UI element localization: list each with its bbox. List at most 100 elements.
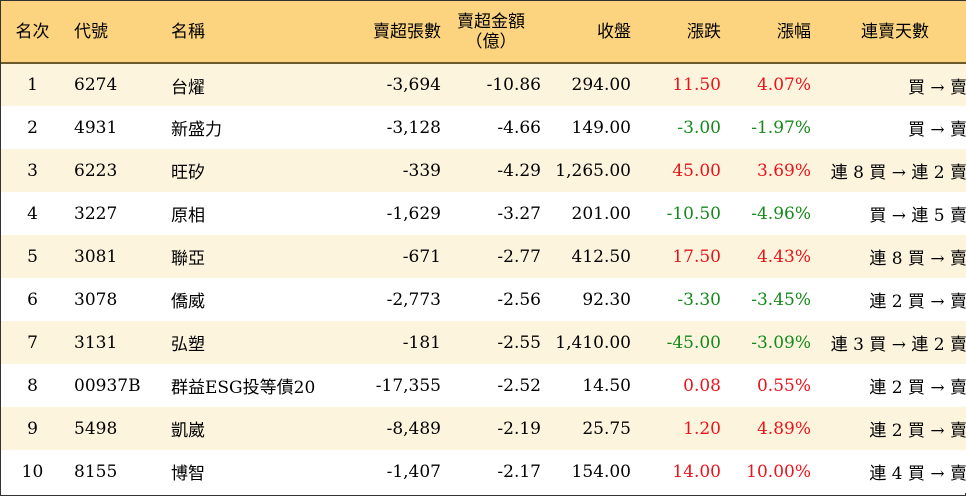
header-code: 代號: [74, 21, 108, 42]
table-row: 8 00937B 群益ESG投等債20 -17,355 -2.52 14.50 0.08 0.…: [1, 364, 966, 407]
change-cell: -3.00: [677, 117, 721, 138]
close-cell: 201.00: [571, 203, 631, 224]
rank-cell: 1: [27, 75, 38, 95]
rank-cell: 5: [27, 246, 38, 267]
name-cell: 台燿: [171, 77, 205, 98]
consecutive-days-cell: 連 2 買 → 賣: [869, 378, 966, 398]
net-sell-amount-cell: -10.86: [486, 75, 541, 95]
name-cell: 原相: [171, 206, 205, 226]
rank-cell: 4: [27, 203, 38, 224]
consecutive-days-cell: 連 8 買 → 賣: [869, 249, 966, 269]
table-row: 7 3131 弘塑 -181 -2.55 1,410.00 -45.00 -3.09% 連 3 …: [1, 321, 966, 364]
header-change: 漲跌: [687, 21, 721, 42]
rank-cell: 3: [27, 160, 38, 181]
change-pct-cell: 3.69%: [756, 160, 811, 181]
table-row: 3 6223 旺矽 -339 -4.29 1,265.00 45.00 3.69% 連 8 買 …: [1, 149, 966, 192]
change-cell: 17.50: [672, 246, 721, 267]
rank-cell: 7: [27, 332, 38, 353]
change-pct-cell: -4.96%: [751, 203, 811, 224]
rank-cell: 9: [27, 418, 38, 439]
net-sell-shares-cell: -3,128: [386, 117, 441, 138]
net-sell-amount-cell: -2.17: [497, 461, 541, 482]
change-cell: -45.00: [666, 332, 721, 353]
header-net-sell-amount-unit: （億）: [465, 31, 517, 52]
name-cell: 群益ESG投等債20: [171, 378, 316, 398]
close-cell: 14.50: [582, 375, 631, 396]
change-pct-cell: 0.55%: [756, 375, 811, 396]
net-sell-amount-cell: -4.29: [497, 160, 541, 181]
code-cell: 3078: [74, 289, 118, 310]
change-cell: 0.08: [683, 375, 721, 396]
net-sell-shares-cell: -2,773: [386, 289, 441, 310]
consecutive-days-cell: 連 2 買 → 賣: [869, 292, 966, 312]
net-sell-amount-cell: -2.77: [497, 246, 541, 267]
consecutive-days-cell: 買 → 賣: [907, 120, 966, 140]
table-body: 1 6274 台燿 -3,694 -10.86 294.00 11.50 4.07% 買 → 賣…: [1, 63, 966, 493]
consecutive-days-cell: 買 → 賣: [907, 77, 966, 98]
code-cell: 6274: [74, 75, 118, 95]
net-sell-amount-cell: -2.55: [497, 332, 541, 353]
rank-cell: 10: [21, 461, 44, 482]
table-row: 2 4931 新盛力 -3,128 -4.66 149.00 -3.00 -1.97% 買 → …: [1, 106, 966, 149]
change-pct-cell: -1.97%: [751, 117, 811, 138]
change-pct-cell: 4.89%: [756, 418, 811, 439]
header-change-pct: 漲幅: [777, 21, 811, 42]
table-header-row: 名次 代號 名稱 賣超張數 賣超金額 （億） 收盤 漲跌 漲幅 連賣天數: [1, 1, 966, 63]
table-row: 6 3078 僑威 -2,773 -2.56 92.30 -3.30 -3.45% 連 2 買 …: [1, 278, 966, 321]
name-cell: 博智: [171, 464, 205, 484]
header-net-sell-amount: 賣超金額 （億）: [441, 1, 541, 63]
code-cell: 4931: [74, 117, 118, 138]
rank-cell: 6: [27, 289, 38, 310]
name-cell: 凱崴: [171, 421, 205, 441]
name-cell: 旺矽: [171, 163, 205, 183]
net-sell-shares-cell: -1,407: [386, 461, 441, 482]
net-sell-amount-cell: -2.19: [497, 418, 541, 439]
header-close: 收盤: [597, 21, 631, 42]
header-name: 名稱: [171, 21, 205, 42]
table-row: 9 5498 凱崴 -8,489 -2.19 25.75 1.20 4.89% 連 2 買 → …: [1, 407, 966, 450]
code-cell: 8155: [74, 461, 118, 482]
rank-cell: 2: [27, 117, 38, 138]
header-consecutive-days: 連賣天數: [861, 21, 929, 42]
code-cell: 3131: [74, 332, 118, 353]
name-cell: 新盛力: [171, 120, 222, 140]
consecutive-days-cell: 買 → 連 5 賣: [869, 206, 966, 226]
net-sell-shares-cell: -181: [402, 332, 441, 353]
close-cell: 25.75: [582, 418, 631, 439]
change-pct-cell: -3.09%: [751, 332, 811, 353]
code-cell: 5498: [74, 418, 118, 439]
change-cell: 14.00: [672, 461, 721, 482]
close-cell: 412.50: [571, 246, 631, 267]
net-sell-shares-cell: -339: [402, 160, 441, 181]
name-cell: 聯亞: [171, 249, 205, 269]
change-cell: -10.50: [666, 203, 721, 224]
rank-cell: 8: [27, 375, 38, 396]
code-cell: 6223: [74, 160, 118, 181]
table-row: 1 6274 台燿 -3,694 -10.86 294.00 11.50 4.07% 買 → 賣: [1, 63, 966, 106]
header-rank: 名次: [15, 21, 50, 42]
change-pct-cell: 4.43%: [756, 246, 811, 267]
net-sell-shares-cell: -17,355: [375, 375, 441, 396]
code-cell: 3227: [74, 203, 118, 224]
consecutive-days-cell: 連 4 買 → 賣: [869, 464, 966, 484]
header-net-sell-amount-line1: 賣超金額: [457, 11, 525, 32]
table-row: 10 8155 博智 -1,407 -2.17 154.00 14.00 10.00% 連 4 …: [1, 450, 966, 493]
name-cell: 弘塑: [171, 335, 205, 355]
change-cell: -3.30: [677, 289, 721, 310]
change-pct-cell: 4.07%: [756, 75, 811, 95]
net-sell-amount-cell: -2.56: [497, 289, 541, 310]
header-net-sell-shares: 賣超張數: [373, 21, 441, 42]
close-cell: 1,265.00: [555, 160, 631, 181]
net-sell-amount-cell: -4.66: [497, 117, 541, 138]
close-cell: 149.00: [571, 117, 631, 138]
table-row: 5 3081 聯亞 -671 -2.77 412.50 17.50 4.43% 連 8 買 → …: [1, 235, 966, 278]
consecutive-days-cell: 連 2 買 → 賣: [869, 421, 966, 441]
change-cell: 1.20: [683, 418, 721, 439]
consecutive-days-cell: 連 8 買 → 連 2 賣: [830, 163, 966, 183]
code-cell: 00937B: [74, 375, 141, 396]
table-row: 4 3227 原相 -1,629 -3.27 201.00 -10.50 -4.96% 買 → …: [1, 192, 966, 235]
close-cell: 92.30: [582, 289, 631, 310]
consecutive-days-cell: 連 3 買 → 連 2 賣: [830, 335, 966, 355]
